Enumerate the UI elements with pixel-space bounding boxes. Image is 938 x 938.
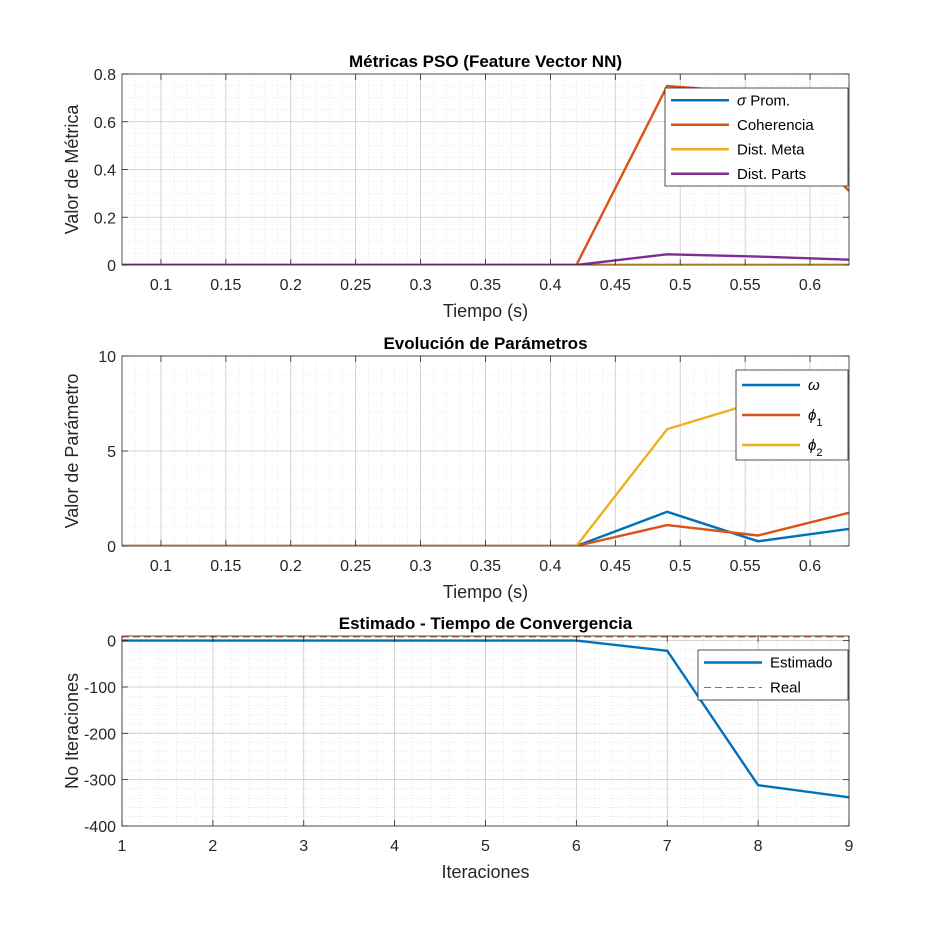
legend-label-2: ϕ1 xyxy=(808,407,822,429)
x-tick-label: 0.55 xyxy=(730,277,761,294)
x-tick-label: 0.55 xyxy=(730,558,761,575)
chart-3: 1 2 3 4 5 6 7 8 9 -400 -300 -200 -100 0 Estimado - Tie… xyxy=(62,614,854,882)
series-line-4 xyxy=(122,253,849,265)
y-tick-label: 10 xyxy=(98,349,116,366)
y-tick-label: 0 xyxy=(107,539,116,556)
chart-title: Métricas PSO (Feature Vector NN) xyxy=(349,52,622,71)
x-tick-label: 0.15 xyxy=(210,277,241,294)
x-tick-label: 6 xyxy=(572,838,581,855)
x-axis-label: Tiempo (s) xyxy=(443,582,528,602)
legend-label-4: Dist. Parts xyxy=(737,166,806,183)
x-tick-label: 4 xyxy=(390,838,399,855)
x-tick-label: 0.2 xyxy=(280,558,302,575)
x-axis-label: Iteraciones xyxy=(441,862,529,882)
x-tick-label: 0.3 xyxy=(409,558,431,575)
grid xyxy=(121,636,850,827)
legend-box xyxy=(697,649,849,701)
x-tick-label: 0.45 xyxy=(600,277,631,294)
x-tick-label: 0.4 xyxy=(539,558,561,575)
legend-label-2: Coherencia xyxy=(737,117,814,134)
legend-label-3: ϕ2 xyxy=(808,437,822,459)
y-tick-label: -300 xyxy=(84,773,116,790)
y-axis-label: No Iteraciones xyxy=(62,673,82,789)
x-tick-label: 0.25 xyxy=(340,277,371,294)
y-tick-label: 0.6 xyxy=(94,115,116,132)
x-tick-label: 0.1 xyxy=(150,558,172,575)
legend-box xyxy=(664,87,849,187)
x-tick-label: 0.4 xyxy=(539,277,561,294)
y-tick-label: -200 xyxy=(84,726,116,743)
x-tick-label: 7 xyxy=(663,838,672,855)
x-tick-label: 0.2 xyxy=(280,277,302,294)
legend: σ Prom. Coherencia Dist. Meta Dist. Parts xyxy=(664,87,849,187)
x-tick-label: 1 xyxy=(118,838,127,855)
chart-title: Evolución de Parámetros xyxy=(383,334,587,353)
y-tick-label: -100 xyxy=(84,680,116,697)
y-tick-label: 0 xyxy=(107,634,116,651)
x-tick-label: 8 xyxy=(754,838,763,855)
x-tick-label: 0.35 xyxy=(470,558,501,575)
series-line-1 xyxy=(122,510,849,546)
x-tick-label: 0.5 xyxy=(669,277,691,294)
y-tick-label: 0.8 xyxy=(94,67,116,84)
x-tick-label: 0.35 xyxy=(470,277,501,294)
legend-label-3: Dist. Meta xyxy=(737,141,805,158)
chart-2: 0.1 0.15 0.2 0.25 0.3 0.35 0.4 0.45 0.5 0.55 0.6 0 5… xyxy=(62,334,850,602)
x-tick-label: 0.3 xyxy=(409,277,431,294)
legend-label-2: Real xyxy=(770,680,801,697)
x-tick-label: 0.45 xyxy=(600,558,631,575)
x-tick-label: 0.5 xyxy=(669,558,691,575)
chart-1: 0.1 0.15 0.2 0.25 0.3 0.35 0.4 0.45 0.5 0.55 0.6 0 0… xyxy=(62,52,850,321)
x-tick-label: 0.6 xyxy=(799,558,821,575)
x-tick-label: 9 xyxy=(845,838,854,855)
x-tick-label: 0.25 xyxy=(340,558,371,575)
y-tick-label: 0.2 xyxy=(94,210,116,227)
legend: ω ϕ1 ϕ2 xyxy=(735,369,849,461)
x-tick-label: 3 xyxy=(299,838,308,855)
legend: Estimado Real xyxy=(697,649,849,701)
x-tick-label: 0.1 xyxy=(150,277,172,294)
legend-label-1: Estimado xyxy=(770,655,833,672)
legend-label-1: ω xyxy=(808,377,820,394)
x-tick-label: 0.6 xyxy=(799,277,821,294)
y-tick-label: 0.4 xyxy=(94,163,116,180)
y-axis-label: Valor de Parámetro xyxy=(62,374,82,529)
series-line-2 xyxy=(122,511,849,546)
x-axis-label: Tiempo (s) xyxy=(443,301,528,321)
y-tick-label: 0 xyxy=(107,258,116,275)
x-tick-label: 5 xyxy=(481,838,490,855)
x-tick-label: 0.15 xyxy=(210,558,241,575)
y-axis-label: Valor de Métrica xyxy=(62,104,82,235)
x-tick-label: 2 xyxy=(208,838,217,855)
y-tick-label: -400 xyxy=(84,819,116,836)
legend-label-1: σ Prom. xyxy=(737,92,790,109)
chart-title: Estimado - Tiempo de Convergencia xyxy=(339,614,633,633)
y-tick-label: 5 xyxy=(107,444,116,461)
